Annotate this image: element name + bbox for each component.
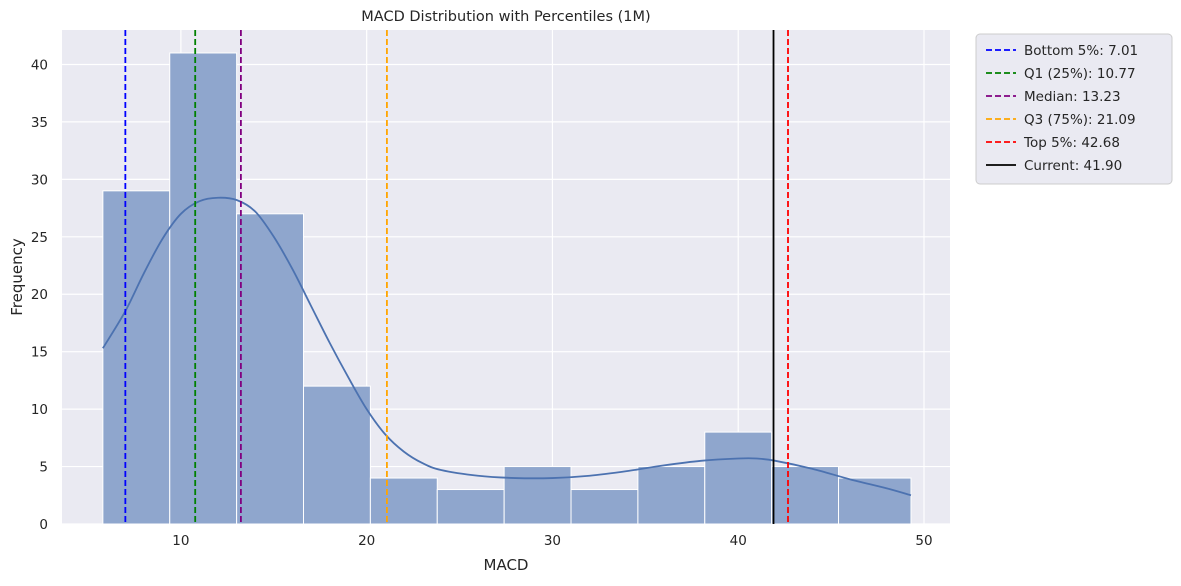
y-tick-label: 10	[31, 402, 48, 418]
x-tick-label: 20	[358, 533, 375, 549]
histogram-bars	[102, 52, 912, 525]
x-axis-label: MACD	[484, 556, 529, 574]
y-tick-label: 20	[31, 287, 48, 303]
y-tick-label: 40	[31, 57, 48, 73]
y-tick-label: 15	[31, 345, 48, 361]
legend-box	[975, 33, 1173, 185]
x-tick-label: 30	[544, 533, 561, 549]
x-tick-label: 50	[915, 533, 932, 549]
histogram-bar	[236, 213, 305, 525]
histogram-bar	[303, 385, 371, 525]
histogram-bar	[570, 489, 639, 525]
histogram-bar	[436, 489, 505, 525]
y-tick-label: 5	[39, 460, 48, 476]
kde-curve	[102, 196, 912, 497]
y-axis-label: Frequency	[8, 238, 26, 316]
y-tick-label: 0	[39, 517, 48, 533]
legend: Bottom 5%: 7.01 Q1 (25%): 10.77 Median: 13…	[975, 33, 1173, 185]
x-tick-label: 40	[730, 533, 747, 549]
x-tick-label: 10	[172, 533, 189, 549]
histogram-bar	[704, 431, 773, 525]
histogram-bar	[102, 190, 171, 525]
histogram-bar	[369, 477, 438, 525]
legend-label: Median: 13.23	[1024, 89, 1121, 105]
histogram-bar	[637, 466, 706, 525]
legend-label: Bottom 5%: 7.01	[1024, 43, 1138, 59]
reference-lines	[124, 30, 789, 524]
legend-label: Q3 (75%): 21.09	[1024, 112, 1136, 128]
legend-label: Top 5%: 42.68	[1023, 135, 1120, 151]
chart-title: MACD Distribution with Percentiles (1M)	[361, 9, 650, 25]
legend-label: Q1 (25%): 10.77	[1024, 66, 1136, 82]
histogram-bar	[169, 52, 238, 525]
y-tick-label: 35	[31, 115, 48, 131]
y-tick-labels: 0 5 10 15 20 25 30 35 40	[31, 57, 48, 533]
legend-items: Bottom 5%: 7.01 Q1 (25%): 10.77 Median: 13…	[986, 43, 1138, 174]
histogram-bar	[503, 466, 572, 525]
x-tick-labels: 10 20 30 40 50	[172, 533, 932, 549]
histogram-bar	[771, 466, 840, 525]
legend-label: Current: 41.90	[1024, 158, 1122, 174]
y-tick-label: 25	[31, 230, 48, 246]
y-tick-label: 30	[31, 172, 48, 188]
